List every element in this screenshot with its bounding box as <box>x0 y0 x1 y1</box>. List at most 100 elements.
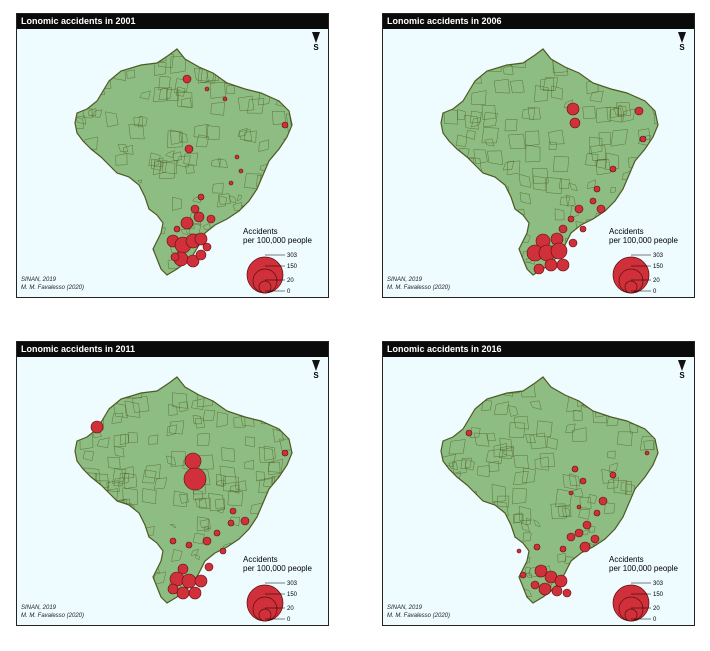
accident-bubble <box>227 519 235 527</box>
credit-author: M. M. Favalesso (2020) <box>387 613 451 619</box>
legend-value-303: 303 <box>653 581 664 587</box>
legend-value-150: 150 <box>653 592 664 598</box>
credit-source: SINAN, 2019 <box>387 605 423 611</box>
map-panel-2006: Lonomic accidents in 2006 S Accidents pe… <box>382 13 695 298</box>
panel-title: Lonomic accidents in 2001 <box>17 14 328 29</box>
north-arrow: S <box>309 360 323 380</box>
legend: Accidents per 100,000 people 303 150 20 … <box>609 555 694 623</box>
accident-bubble <box>576 504 582 510</box>
accident-bubble <box>213 529 221 537</box>
brazil-map <box>74 48 293 276</box>
legend-value-20: 20 <box>653 278 660 284</box>
panel-title: Lonomic accidents in 2016 <box>383 342 694 357</box>
accident-bubble <box>170 252 180 262</box>
legend-value-150: 150 <box>653 264 664 270</box>
accident-bubble <box>229 507 237 515</box>
north-label: S <box>313 371 319 380</box>
accident-bubble <box>195 249 207 261</box>
accident-bubble <box>234 154 240 160</box>
north-arrow-icon <box>678 32 686 43</box>
accident-bubble <box>567 215 575 223</box>
brazil-map <box>440 48 659 276</box>
accident-bubble <box>609 165 617 173</box>
accident-bubble <box>530 580 540 590</box>
accident-bubble <box>574 204 584 214</box>
accident-bubble <box>238 168 244 174</box>
north-arrow: S <box>675 32 689 52</box>
accident-bubble <box>204 86 210 92</box>
credit-author: M. M. Favalesso (2020) <box>21 613 85 619</box>
accident-bubble <box>90 420 104 434</box>
legend-bubble <box>258 608 272 622</box>
accident-bubble <box>202 242 212 252</box>
credit-source: SINAN, 2019 <box>21 605 57 611</box>
legend-title-line1: Accidents <box>609 227 644 236</box>
legend-value-303: 303 <box>653 253 664 259</box>
accident-bubble <box>176 586 190 600</box>
accident-bubble <box>281 449 289 457</box>
accident-bubble <box>590 534 600 544</box>
legend: Accidents per 100,000 people 303 150 20 … <box>609 227 694 295</box>
north-arrow-icon <box>678 360 686 371</box>
legend-value-0: 0 <box>287 617 291 623</box>
legend-title-line2: per 100,000 people <box>243 236 312 245</box>
accident-bubble <box>240 516 250 526</box>
accident-bubble <box>598 496 608 506</box>
accident-bubble <box>173 225 181 233</box>
accident-bubble <box>571 465 579 473</box>
legend-symbols: 303 150 20 0 <box>612 253 664 295</box>
map-panel-2011: Lonomic accidents in 2011 S Accidents pe… <box>16 341 329 626</box>
legend: Accidents per 100,000 people 303 150 20 … <box>243 227 328 295</box>
accident-bubble <box>183 467 207 491</box>
accident-bubble <box>194 232 208 246</box>
legend-title-line1: Accidents <box>243 227 278 236</box>
brazil-map <box>74 376 293 604</box>
accident-bubble <box>593 185 601 193</box>
credit-author: M. M. Favalesso (2020) <box>21 285 85 291</box>
legend-value-150: 150 <box>287 592 298 598</box>
accident-bubble <box>180 216 194 230</box>
accident-bubble <box>219 547 227 555</box>
legend-title-line2: per 100,000 people <box>243 564 312 573</box>
accident-bubble <box>534 564 548 578</box>
accident-bubble <box>197 193 205 201</box>
accident-bubble <box>609 471 617 479</box>
accident-bubble <box>579 541 591 553</box>
accident-bubble <box>204 562 214 572</box>
accident-bubble <box>556 258 570 272</box>
accident-bubble <box>516 548 522 554</box>
legend-value-20: 20 <box>653 606 660 612</box>
accident-bubble <box>181 573 197 589</box>
credit-source: SINAN, 2019 <box>387 277 423 283</box>
north-label: S <box>679 371 685 380</box>
accident-bubble <box>596 204 606 214</box>
north-arrow: S <box>675 360 689 380</box>
accident-bubble <box>206 214 216 224</box>
accident-bubble <box>634 106 644 116</box>
legend-bubble <box>624 280 638 294</box>
accident-bubble <box>579 477 587 485</box>
accident-bubble <box>188 586 202 600</box>
accident-bubble <box>568 490 574 496</box>
accident-bubble <box>551 585 563 597</box>
accident-bubble <box>574 528 584 538</box>
accident-bubble <box>193 211 205 223</box>
legend-value-20: 20 <box>287 278 294 284</box>
accident-bubble <box>202 536 212 546</box>
legend-value-0: 0 <box>653 617 657 623</box>
north-arrow-icon <box>312 32 320 43</box>
accident-bubble <box>644 450 650 456</box>
accident-bubble <box>639 135 647 143</box>
accident-bubble <box>593 509 601 517</box>
panel-title: Lonomic accidents in 2011 <box>17 342 328 357</box>
accident-bubble <box>579 225 587 233</box>
north-label: S <box>313 43 319 52</box>
legend-bubble <box>624 608 638 622</box>
accident-bubble <box>465 429 473 437</box>
legend-symbols: 303 150 20 0 <box>612 581 664 623</box>
accident-bubble <box>558 224 568 234</box>
brazil-map <box>440 376 659 604</box>
legend-value-0: 0 <box>287 289 291 295</box>
legend-value-20: 20 <box>287 606 294 612</box>
legend-title-line2: per 100,000 people <box>609 564 678 573</box>
